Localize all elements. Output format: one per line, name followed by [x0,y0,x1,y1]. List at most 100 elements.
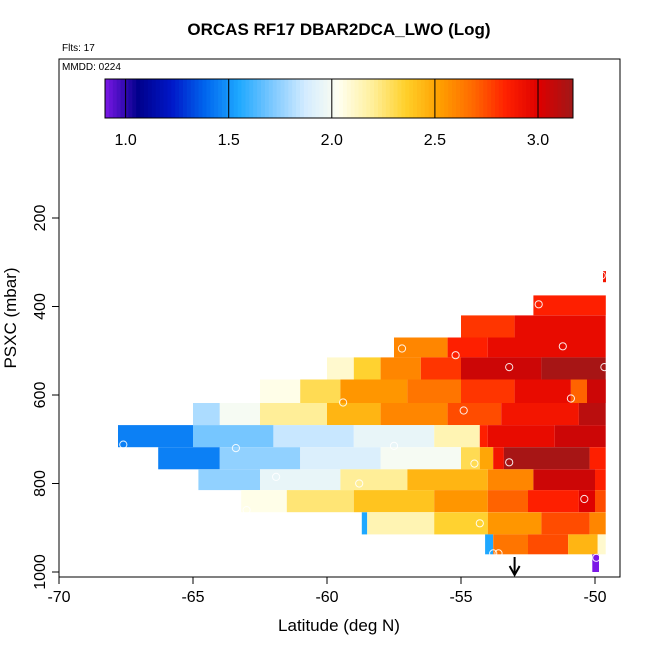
heatmap-cell [501,403,579,426]
colorbar-cell [401,79,406,118]
heatmap-cell [340,379,408,403]
colorbar-cell [444,79,449,118]
data-point [580,494,589,504]
heatmap-cell [528,534,569,555]
colorbar-cell [565,79,570,118]
colorbar-cell [350,79,355,118]
heatmap-cell [592,554,599,572]
colorbar-cell [105,79,110,118]
heatmap-cell [461,447,480,470]
heatmap-cell [533,469,595,491]
colorbar-cell [257,79,262,118]
colorbar-cell [374,79,379,118]
colorbar-cell [522,79,527,118]
colorbar-cell [475,79,480,118]
data-point [389,441,399,450]
colorbar-cell [280,79,285,118]
down-arrow-icon [508,565,521,578]
colorbar-cell [327,79,332,118]
heatmap-cell [193,403,220,426]
colorbar-tick-label: 3.0 [527,132,549,149]
data-layer [118,271,606,572]
colorbar-cell [557,79,562,118]
colorbar-cell [479,79,484,118]
colorbar-cell [471,79,476,118]
data-point [397,344,407,353]
colorbar-cell [198,79,203,118]
colorbar-cell [448,79,453,118]
heatmap-cell [461,315,515,338]
colorbar-cell [300,79,305,118]
colorbar-cell [249,79,254,118]
colorbar-tick-label: 2.0 [321,132,343,149]
colorbar-cell [167,79,172,118]
colorbar-cell [323,79,328,118]
heatmap-cell [260,403,327,426]
colorbar-cell [190,79,196,118]
colorbar-cell [456,79,461,118]
colorbar-cell [147,79,153,118]
heatmap-cell [286,490,354,513]
heatmap-cell [578,403,606,426]
colorbar-cell [268,79,274,118]
heatmap-cell [447,403,502,426]
colorbar-cell [537,79,543,118]
data-point [119,440,128,449]
heatmap-cell [353,357,381,380]
heatmap-cell [420,357,461,380]
colorbar-cell [315,79,320,118]
colorbar-tick-label: 1.5 [218,132,240,149]
heatmap-cell [487,490,528,513]
data-point [505,363,514,372]
colorbar-cell [210,79,215,118]
heatmap-cell [327,357,354,380]
y-tick-label: 800 [32,470,49,497]
colorbar-cell [140,79,145,118]
y-axis-label: PSXC (mbar) [1,267,20,368]
heatmap-cell [434,512,488,535]
heatmap-cell [300,447,381,470]
heatmap-cell [493,447,504,470]
heatmap-cell [514,315,606,338]
heatmap-cell [118,425,193,448]
colorbar-cell [526,79,531,118]
colorbar-cell [112,79,118,118]
x-axis-label: Latitude (deg N) [278,616,400,635]
colorbar-cell [241,79,246,118]
heatmap-cell [380,357,421,380]
colorbar-cell [436,79,441,118]
data-point [534,300,543,309]
heatmap-cell [434,490,488,513]
colorbar: 1.0 1.5 2.0 2.5 3.0 [104,78,574,149]
colorbar-cell [569,79,574,118]
heatmap-cell [367,512,435,535]
colorbar-cell [378,79,383,118]
data-point [459,406,468,415]
heatmap-cell [380,403,448,426]
heatmap-cell [595,490,606,513]
colorbar-cell [506,79,511,118]
colorbar-cell [409,79,414,118]
colorbar-cell [155,79,160,118]
colorbar-cell [233,79,238,118]
data-point [566,394,576,403]
heatmap-cell [589,447,606,470]
colorbar-cell [417,79,422,118]
colorbar-cell [518,79,523,118]
colorbar-cell [358,79,363,118]
colorbar-cell [541,79,547,118]
colorbar-cell [108,79,114,118]
heatmap-cell [479,447,494,470]
chart-title: ORCAS RF17 DBAR2DCA_LWO (Log) [187,20,490,39]
colorbar-cell [331,79,336,118]
colorbar-cell [530,79,535,118]
colorbar-cell [202,79,207,118]
colorbar-cell [237,79,242,118]
heatmap-cell [447,337,488,358]
y-tick-label: 400 [32,293,49,320]
colorbar-cell [370,79,375,118]
heatmap-cell [595,469,606,491]
colorbar-cell [502,79,508,118]
data-point [505,458,514,467]
colorbar-cell [354,79,359,118]
